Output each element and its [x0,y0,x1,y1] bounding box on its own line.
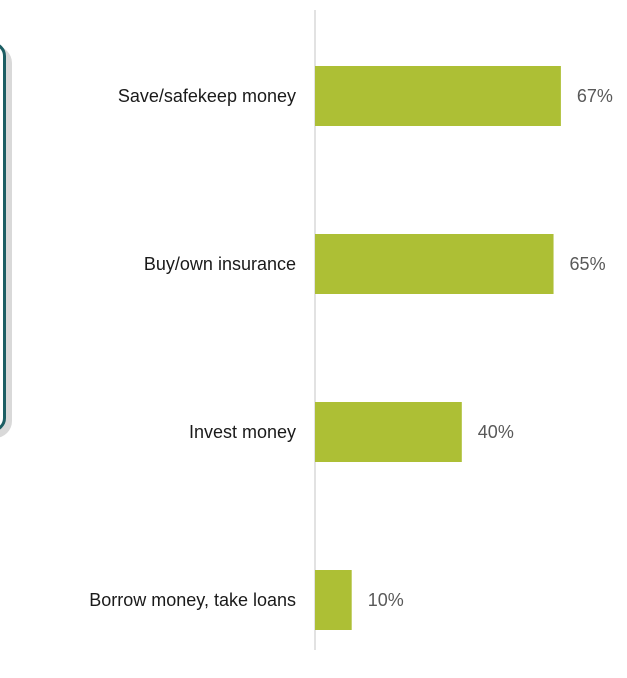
value-label-4: 10% [368,590,404,610]
bar-4 [315,570,352,630]
value-label-2: 65% [570,254,606,274]
bar-3 [315,402,462,462]
bars-group: Save/safekeep money 67% Buy/own insurance 6… [89,66,613,630]
bar-2 [315,234,554,294]
bar-1 [315,66,561,126]
category-label-3: Invest money [189,422,296,442]
value-label-3: 40% [478,422,514,442]
category-label-4: Borrow money, take loans [89,590,296,610]
category-label-2: Buy/own insurance [144,254,296,274]
value-label-1: 67% [577,86,613,106]
category-label-1: Save/safekeep money [118,86,296,106]
